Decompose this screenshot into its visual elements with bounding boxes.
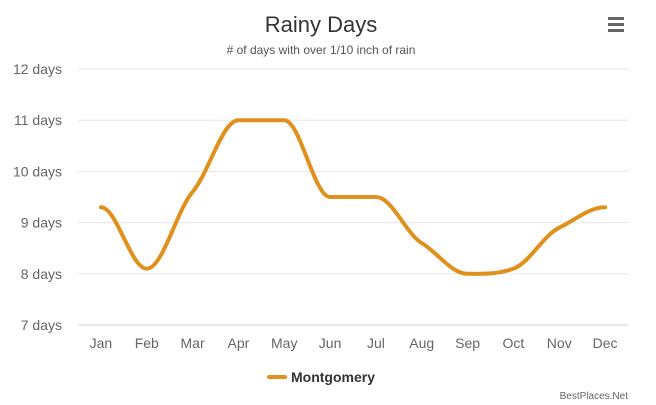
x-tick-label: Sep bbox=[455, 335, 480, 351]
credits-text[interactable]: BestPlaces.Net bbox=[560, 391, 629, 402]
y-axis: 7 days 8 days 9 days 10 days 11 days 12 days bbox=[13, 61, 62, 333]
y-tick-label: 12 days bbox=[13, 61, 62, 77]
y-tick-label: 9 days bbox=[21, 215, 62, 231]
x-tick-label: Aug bbox=[409, 335, 434, 351]
x-tick-label: May bbox=[271, 335, 297, 351]
x-tick-label: Jan bbox=[90, 335, 113, 351]
x-tick-label: Mar bbox=[181, 335, 205, 351]
hamburger-menu-icon[interactable] bbox=[600, 10, 632, 40]
x-tick-label: Oct bbox=[503, 335, 525, 351]
x-tick-label: Nov bbox=[547, 335, 572, 351]
y-tick-label: 11 days bbox=[14, 112, 62, 128]
x-tick-label: Feb bbox=[135, 335, 159, 351]
x-tick-label: Apr bbox=[228, 335, 250, 351]
x-axis: Jan Feb Mar Apr May Jun Jul Aug Sep Oct Nov Dec bbox=[78, 324, 628, 351]
chart-title: Rainy Days bbox=[265, 12, 377, 37]
chart-subtitle: # of days with over 1/10 inch of rain bbox=[227, 43, 416, 57]
series-lines bbox=[98, 118, 608, 276]
x-tick-label: Jul bbox=[367, 335, 385, 351]
y-tick-label: 10 days bbox=[13, 163, 62, 179]
series-line-montgomery[interactable] bbox=[98, 118, 608, 276]
legend-label[interactable]: Montgomery bbox=[291, 369, 375, 385]
x-tick-label: Dec bbox=[593, 335, 618, 351]
x-tick-label: Jun bbox=[319, 335, 342, 351]
legend[interactable]: Montgomery bbox=[267, 369, 375, 385]
y-tick-label: 7 days bbox=[21, 317, 62, 333]
y-tick-label: 8 days bbox=[21, 266, 62, 282]
